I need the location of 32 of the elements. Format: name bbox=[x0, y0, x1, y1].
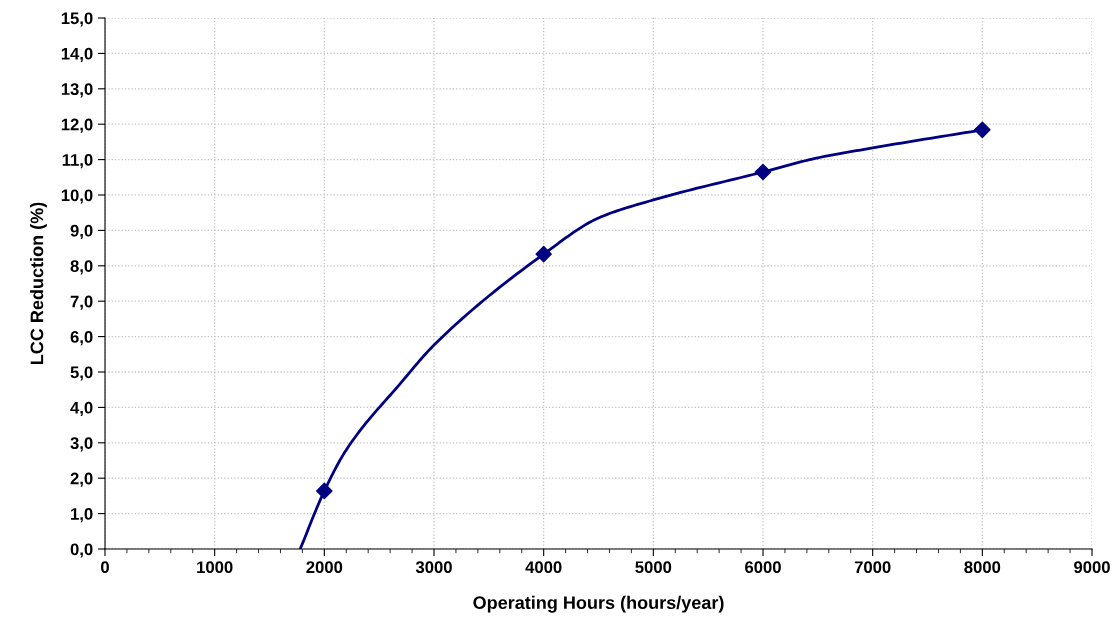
x-tick-label: 7000 bbox=[854, 561, 891, 574]
x-tick-label: 1000 bbox=[197, 561, 233, 574]
y-tick-label: 9,0 bbox=[70, 224, 93, 240]
y-tick-label: 10,0 bbox=[61, 189, 93, 204]
x-tick-label: 3000 bbox=[415, 561, 452, 574]
y-tick-label: 7,0 bbox=[70, 295, 93, 310]
y-tick-label: 11,0 bbox=[62, 154, 93, 169]
y-tick-label: 12,0 bbox=[61, 118, 93, 133]
x-tick-label: 6000 bbox=[745, 561, 781, 574]
x-axis-title: Operating Hours (hours/year) bbox=[473, 595, 724, 613]
y-tick-label: 14,0 bbox=[61, 47, 93, 63]
y-tick-label: 2,0 bbox=[70, 472, 93, 487]
y-tick-label: 8,0 bbox=[70, 260, 93, 275]
y-tick-label: 5,0 bbox=[70, 366, 93, 381]
point bbox=[535, 245, 552, 263]
y-axis-title: LCC Reduction (%) bbox=[30, 202, 47, 365]
x-tick-label: 9000 bbox=[1074, 561, 1110, 574]
y-tick-label: 6,0 bbox=[70, 331, 93, 346]
point bbox=[316, 482, 333, 500]
y-tick-label: 4,0 bbox=[70, 401, 93, 417]
x-tick-label: 5000 bbox=[635, 561, 672, 574]
y-tick-label: 0,0 bbox=[70, 543, 93, 558]
y-tick-label: 3,0 bbox=[70, 437, 93, 452]
x-tick-label: 8000 bbox=[964, 561, 1001, 574]
y-tick-label: 1,0 bbox=[71, 508, 93, 523]
point bbox=[754, 163, 772, 181]
x-tick-label: 0 bbox=[101, 561, 109, 574]
x-tick-label: 2000 bbox=[306, 561, 343, 574]
y-tick-label: 13,0 bbox=[61, 83, 93, 98]
x-tick-label: 4000 bbox=[525, 561, 562, 574]
point bbox=[974, 121, 991, 139]
y-tick-label: 15,0 bbox=[61, 12, 93, 27]
